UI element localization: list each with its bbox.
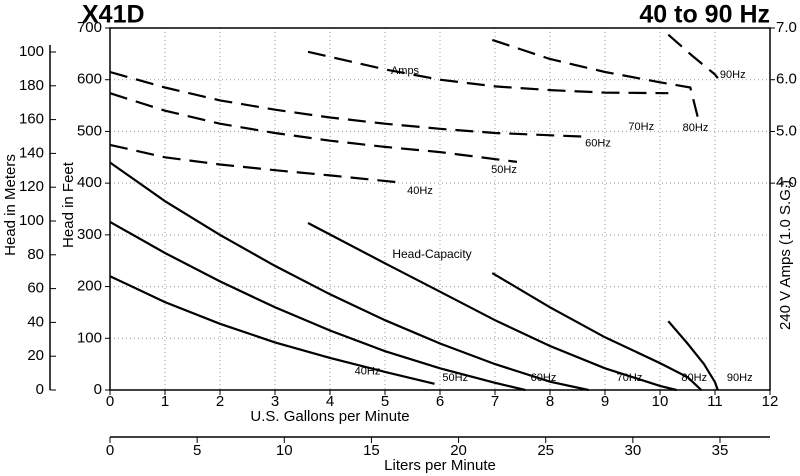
series-line <box>109 143 397 184</box>
x-tick-label: 4 <box>326 393 334 410</box>
series-label: 70Hz <box>617 372 643 384</box>
series-label: 50Hz <box>491 164 517 176</box>
y-tick-label: 100 <box>77 329 102 346</box>
plot-frame <box>109 27 771 391</box>
x-tick-label: 12 <box>762 393 779 410</box>
series-label: 50Hz <box>442 372 468 384</box>
x-tick-label: 7 <box>491 393 499 410</box>
x-tick-label: 8 <box>546 393 554 410</box>
y2-tick-label: 6.0 <box>776 71 797 88</box>
x-tick-label: 1 <box>161 393 169 410</box>
y-tick-label: 400 <box>77 174 102 191</box>
y-tick-label: 300 <box>77 226 102 243</box>
x2-tick-label: 15 <box>363 442 380 459</box>
y3-tick-label: 160 <box>19 111 44 128</box>
y3-tick-label: 140 <box>19 144 44 161</box>
y-tick-label: 0 <box>94 381 102 398</box>
series-line <box>667 33 719 79</box>
y3-tick-label: 0 <box>36 381 44 398</box>
x2-tick-label: 0 <box>106 442 114 459</box>
series-label: 80Hz <box>681 372 707 384</box>
series-line <box>109 161 589 392</box>
series-line <box>109 70 584 138</box>
series-line <box>109 275 435 385</box>
x-tick-label: 2 <box>216 393 224 410</box>
series-label: 40Hz <box>407 185 433 197</box>
series-label: 90Hz <box>727 372 753 384</box>
annotation: Amps <box>391 65 420 77</box>
series-line <box>491 38 700 121</box>
x-axis-title: U.S. Gallons per Minute <box>250 408 409 425</box>
series-line <box>109 220 526 392</box>
series-label: 60Hz <box>531 372 557 384</box>
y3-tick-label: 180 <box>19 77 44 94</box>
chart-subtitle: 40 to 90 Hz <box>639 1 770 29</box>
x2-tick-label: 25 <box>537 442 554 459</box>
x-tick-label: 3 <box>271 393 279 410</box>
x-tick-label: 9 <box>601 393 609 410</box>
y2-tick-label: 7.0 <box>776 19 797 36</box>
y2-tick-label: 5.0 <box>776 122 797 139</box>
x-tick-label: 11 <box>707 393 723 410</box>
y3-tick-label: 20 <box>27 347 44 364</box>
series-line <box>307 50 669 95</box>
y2-axis-title: 240 V Amps (1.0 S.G.) <box>777 180 794 330</box>
x2-tick-label: 10 <box>276 442 293 459</box>
series-label: 70Hz <box>628 121 654 133</box>
series-label: 80Hz <box>683 122 709 134</box>
annotation: Head-Capacity <box>392 247 471 261</box>
series-line <box>307 222 677 392</box>
y3-tick-label: 100 <box>19 43 44 60</box>
y3-axis-title: Head in Meters <box>2 154 19 256</box>
y2-tick-label: 4.0 <box>776 174 797 191</box>
y3-tick-label: 40 <box>27 313 44 330</box>
x-tick-label: 5 <box>381 393 389 410</box>
x2-tick-label: 30 <box>624 442 641 459</box>
y-axis-title: Head in Feet <box>60 161 77 248</box>
series-label: 40Hz <box>355 366 381 378</box>
x-tick-label: 0 <box>106 393 114 410</box>
y-tick-label: 200 <box>77 278 102 295</box>
y-tick-label: 500 <box>77 122 102 139</box>
x2-tick-label: 20 <box>450 442 467 459</box>
series-line <box>109 92 518 163</box>
x2-axis-title: Liters per Minute <box>384 457 496 474</box>
y3-tick-label: 80 <box>27 246 44 263</box>
y3-tick-label: 120 <box>19 178 44 195</box>
x-tick-label: 6 <box>436 393 444 410</box>
y3-tick-label: 100 <box>19 212 44 229</box>
y3-tick-label: 60 <box>27 280 44 297</box>
x2-tick-label: 35 <box>712 442 729 459</box>
chart-title: X41D <box>82 1 145 29</box>
series-line <box>491 272 703 391</box>
x-tick-label: 10 <box>652 393 669 410</box>
y-tick-label: 700 <box>77 19 102 36</box>
x2-tick-label: 5 <box>193 442 201 459</box>
series-label: 90Hz <box>720 69 746 81</box>
series-label: 60Hz <box>585 138 611 150</box>
y-tick-label: 600 <box>77 71 102 88</box>
series-line <box>667 320 719 391</box>
